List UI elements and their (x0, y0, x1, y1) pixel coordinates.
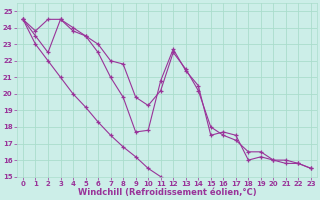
X-axis label: Windchill (Refroidissement éolien,°C): Windchill (Refroidissement éolien,°C) (78, 188, 256, 197)
